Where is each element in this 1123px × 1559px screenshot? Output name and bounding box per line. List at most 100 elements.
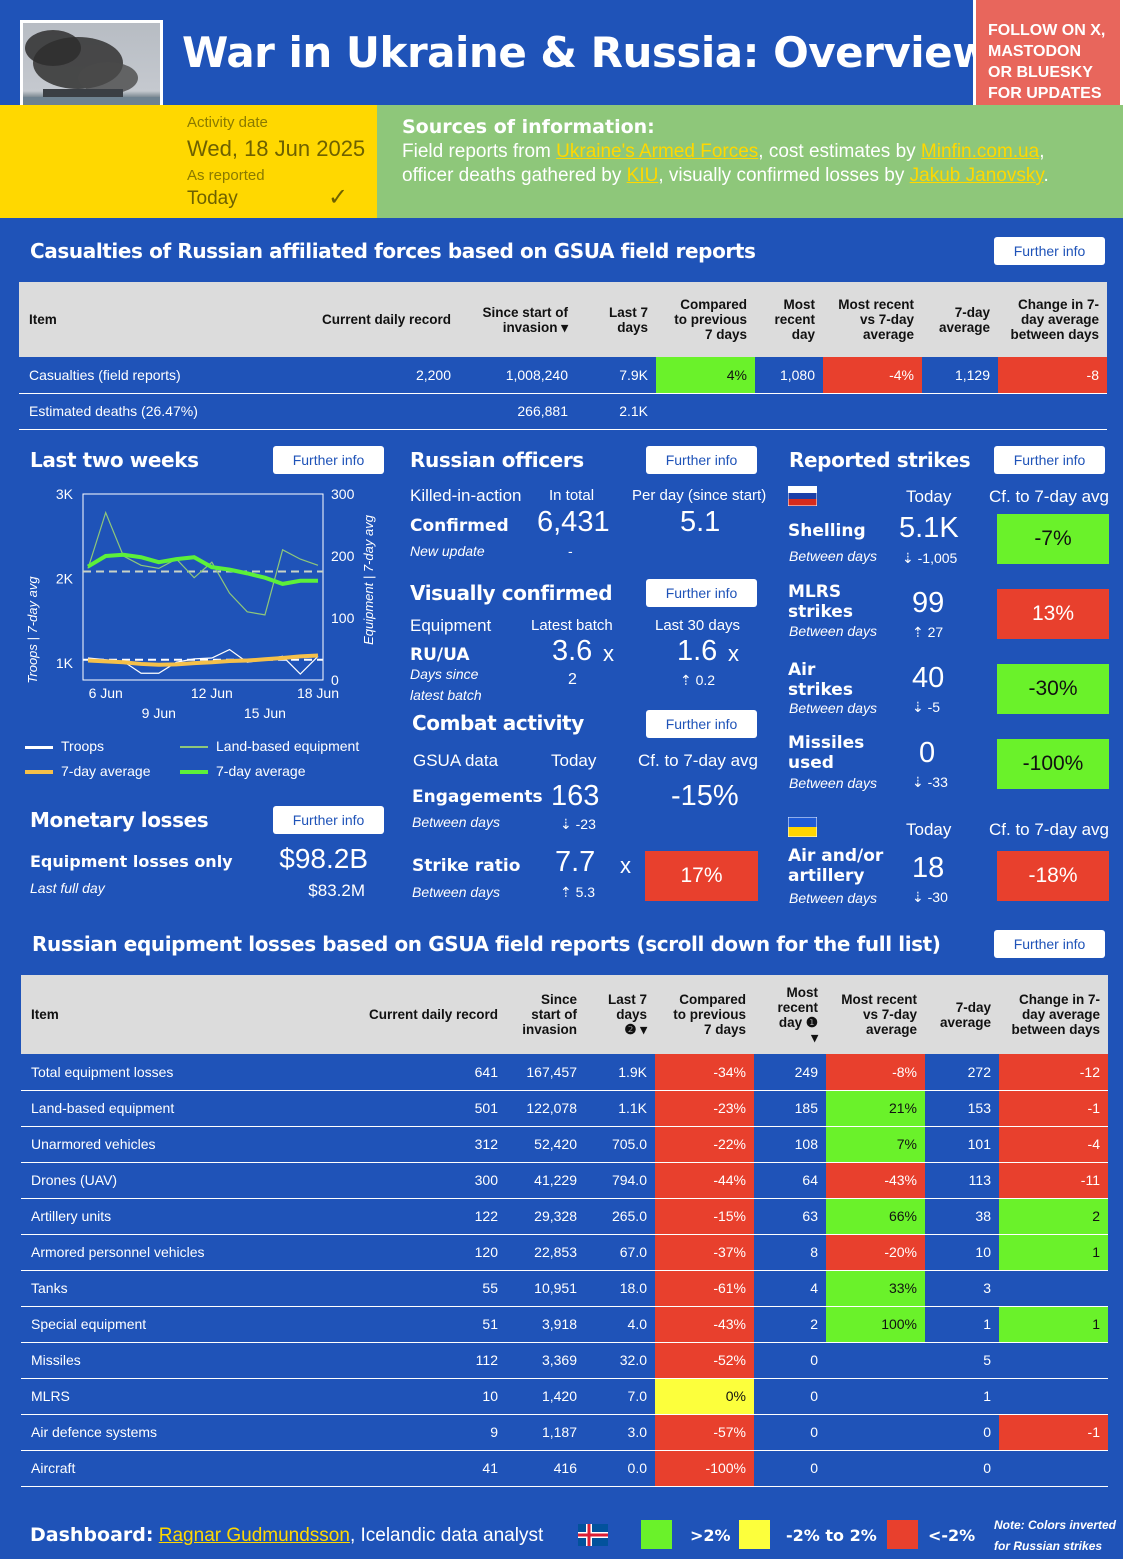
cell-vs-avg (826, 1378, 925, 1415)
link-armed-forces[interactable]: Ukraine's Armed Forces (556, 141, 759, 162)
sources-panel: Sources of information: Field reports fr… (377, 105, 1123, 218)
follow-line: OR BLUESKY (988, 64, 1093, 81)
between-days-label: Between days (789, 623, 877, 639)
cell-record: 122 (316, 1198, 506, 1235)
cell-item: MLRS (21, 1378, 316, 1415)
cf-label: Cf. to 7-day avg (638, 751, 759, 770)
monetary-sub-label: Last full day (30, 880, 105, 896)
strike-label-air: Air strikes (788, 660, 853, 700)
column-header[interactable]: Current daily record (368, 1007, 498, 1022)
cell-record: 120 (316, 1234, 506, 1271)
legend-swatch (180, 746, 208, 749)
link-kiu[interactable]: KIU (626, 165, 659, 186)
x-tick-label: 9 Jun (142, 705, 176, 721)
table-row: Total equipment losses 641 167,457 1.9K -34%… (21, 1054, 1108, 1091)
column-header[interactable]: Last 7 days (608, 304, 648, 335)
column-header[interactable]: Compared to previous 7 days (673, 992, 746, 1037)
cell-recent: 0 (754, 1450, 826, 1487)
today-label: Today (551, 751, 597, 770)
column-header[interactable]: Current daily record (321, 312, 451, 327)
column-header[interactable]: 7-day average (938, 304, 990, 335)
sources-text-part: , visually confirmed losses by (658, 165, 910, 186)
column-header[interactable]: Change in 7-day average between days (1011, 992, 1100, 1037)
cell-since: 52,420 (506, 1126, 585, 1163)
activity-date-panel: Activity date Wed, 18 Jun 2025 As report… (0, 105, 377, 218)
column-header[interactable]: Most recent vs 7-day average (838, 297, 914, 342)
table-row: Air defence systems 9 1,187 3.0 -57% 0 0 -1 (21, 1414, 1108, 1451)
author-link[interactable]: Ragnar Gudmundsson (158, 1525, 350, 1546)
cell-since: 41,229 (506, 1162, 585, 1199)
table-row: Estimated deaths (26.47%) 266,881 2.1K (19, 393, 1107, 430)
cell-avg: 38 (925, 1198, 999, 1235)
casualties-further-info-button[interactable]: Further info (994, 237, 1105, 265)
cell-compared: -34% (655, 1054, 754, 1091)
cell-record: 2,200 (269, 357, 459, 394)
cell-avg: 153 (925, 1090, 999, 1127)
column-header[interactable]: 7-day average (939, 999, 991, 1030)
strike-change-air: ⇣ -5 (912, 699, 941, 715)
visual-further-info-button[interactable]: Further info (646, 579, 757, 607)
follow-banner[interactable]: FOLLOW ON X, MASTODON OR BLUESKY FOR UPD… (973, 0, 1123, 114)
cell-item: Armored personnel vehicles (21, 1234, 316, 1271)
ua-cf-label: Cf. to 7-day avg (989, 820, 1110, 839)
column-header[interactable]: Change in 7-day average between days (1010, 297, 1099, 342)
between-days-label: Between days (789, 775, 877, 791)
two-weeks-further-info-button[interactable]: Further info (273, 446, 384, 474)
sources-text-part: . (1043, 165, 1049, 186)
cell-recent: 0 (754, 1414, 826, 1451)
x-icon: x (728, 641, 739, 666)
officers-title: Russian officers (410, 448, 584, 472)
cell-compared: 0% (655, 1378, 754, 1415)
last30-change: ⇡ 0.2 (680, 672, 716, 688)
cell-recent: 249 (754, 1054, 826, 1091)
strike-ratio-value: 7.7 (555, 846, 596, 878)
legend-green-label: >2% (690, 1526, 731, 1545)
follow-line: FOLLOW ON X, (988, 22, 1106, 39)
column-header[interactable]: Since start of invasion ▾ (459, 282, 576, 357)
column-header[interactable]: Most recent vs 7-day average (841, 992, 917, 1037)
latest-batch-value: 3.6 (552, 635, 593, 667)
column-header[interactable]: Most recent day ❶ ▾ (754, 975, 826, 1054)
strike-cf-air: -30% (997, 664, 1109, 714)
table-row: MLRS 10 1,420 7.0 0% 0 1 (21, 1378, 1108, 1415)
link-janovsky[interactable]: Jakub Janovsky (909, 165, 1044, 186)
ratio-label: RU/UA (410, 645, 470, 665)
cell-avg: 1,129 (922, 357, 998, 394)
monetary-further-info-button[interactable]: Further info (273, 806, 384, 834)
combat-further-info-button[interactable]: Further info (646, 710, 757, 738)
column-header[interactable]: Item (29, 312, 57, 327)
column-header[interactable]: Item (31, 1007, 59, 1022)
legend-swatch (25, 770, 53, 775)
cell-since: 122,078 (506, 1090, 585, 1127)
legend-red-label: <-2% (928, 1526, 976, 1545)
cell-avg: 5 (925, 1342, 999, 1379)
cell-compared: -52% (655, 1342, 754, 1379)
plot-area (82, 493, 324, 681)
engagements-cf: -15% (671, 780, 739, 812)
x-icon: x (603, 641, 614, 666)
strikes-further-info-button[interactable]: Further info (994, 446, 1105, 474)
as-reported-value: Today (187, 188, 238, 209)
per-day-label: Per day (since start) (632, 487, 767, 504)
column-header-label: Last 7 days (607, 992, 647, 1022)
strike-value-air: 40 (912, 662, 945, 694)
table-row: Armored personnel vehicles 120 22,853 67.0-… (21, 1234, 1108, 1271)
monetary-sub-value: $83.2M (308, 881, 365, 900)
equipment-further-info-button[interactable]: Further info (994, 930, 1105, 958)
column-header[interactable]: Compared to previous 7 days (674, 297, 747, 342)
officers-further-info-button[interactable]: Further info (646, 446, 757, 474)
cell-compared: -61% (655, 1270, 754, 1307)
activity-date-value: Wed, 18 Jun 2025 (187, 136, 366, 161)
cell-item: Total equipment losses (21, 1054, 316, 1091)
gsua-label: GSUA data (413, 751, 499, 770)
cell-recent: 0 (754, 1342, 826, 1379)
strike-ratio-change: ⇡ 5.3 (560, 884, 596, 900)
column-header[interactable]: Last 7 days ❷ ▾ (585, 975, 655, 1054)
dashboard-label: Dashboard: (30, 1524, 154, 1546)
between-days-label: Between days (789, 700, 877, 716)
x-tick-label: 18 Jun (297, 685, 339, 701)
link-minfin[interactable]: Minfin.com.ua (920, 141, 1040, 162)
column-header[interactable]: Since start of invasion (522, 992, 577, 1037)
days-since-label: Days since (410, 666, 479, 682)
column-header[interactable]: Most recent day (774, 297, 815, 342)
